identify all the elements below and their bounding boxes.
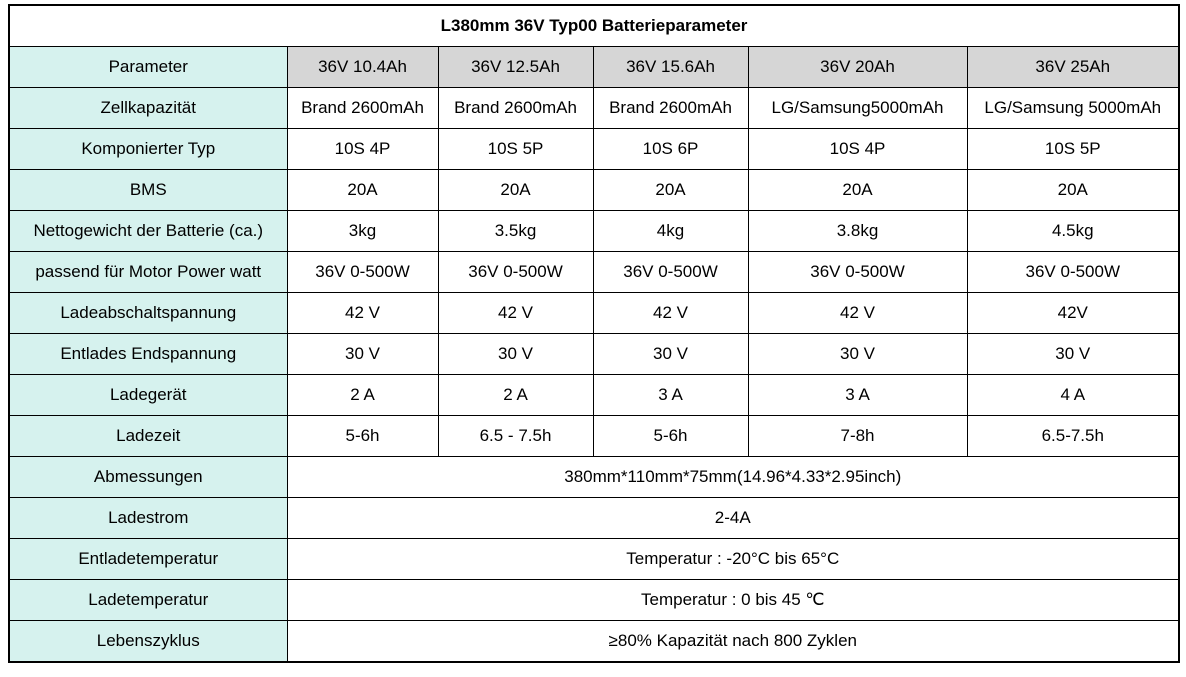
value-cell: 10S 5P [437,128,594,170]
value-cell: 4kg [592,210,749,252]
row-label-cell: BMS [8,169,288,211]
value-cell: 30 V [966,333,1180,375]
table-row-merged: Lebenszyklus ≥80% Kapazität nach 800 Zykl… [8,620,1180,663]
table-row-merged: Abmessungen 380mm*110mm*75mm(14.96*4.33*2… [8,456,1180,498]
row-label-cell: Abmessungen [8,456,288,498]
value-cell: 36V 0-500W [286,251,439,293]
row-label-cell: Entladetemperatur [8,538,288,580]
value-cell: 4.5kg [966,210,1180,252]
row-label-cell: Ladeabschaltspannung [8,292,288,334]
value-cell: 6.5-7.5h [966,415,1180,457]
merged-value-cell: ≥80% Kapazität nach 800 Zyklen [286,620,1180,663]
value-cell: 30 V [437,333,594,375]
value-cell: 3kg [286,210,439,252]
table-row-merged: Ladestrom 2-4A [8,497,1180,539]
row-label-cell: Nettogewicht der Batterie (ca.) [8,210,288,252]
value-cell: 10S 4P [747,128,968,170]
value-cell: 2 A [286,374,439,416]
table-row-merged: Ladetemperatur Temperatur : 0 bis 45 ℃ [8,579,1180,621]
value-cell: 30 V [747,333,968,375]
header-cell: 36V 15.6Ah [592,46,749,88]
row-label-cell: Ladezeit [8,415,288,457]
battery-spec-sheet: L380mm 36V Typ00 Batterieparameter Param… [8,4,1181,663]
value-cell: 42V [966,292,1180,334]
merged-value-cell: 380mm*110mm*75mm(14.96*4.33*2.95inch) [286,456,1180,498]
value-cell: 3 A [747,374,968,416]
value-cell: LG/Samsung5000mAh [747,87,968,129]
value-cell: 30 V [592,333,749,375]
value-cell: 36V 0-500W [966,251,1180,293]
value-cell: 20A [747,169,968,211]
value-cell: 3.8kg [747,210,968,252]
value-cell: 2 A [437,374,594,416]
value-cell: 20A [592,169,749,211]
value-cell: Brand 2600mAh [592,87,749,129]
value-cell: 10S 4P [286,128,439,170]
merged-value-cell: Temperatur : 0 bis 45 ℃ [286,579,1180,621]
value-cell: 36V 0-500W [592,251,749,293]
header-cell: 36V 25Ah [966,46,1180,88]
table-row: passend für Motor Power watt 36V 0-500W 36… [8,251,1180,293]
row-label-cell: Zellkapazität [8,87,288,129]
header-cell: 36V 12.5Ah [437,46,594,88]
table-row: Komponierter Typ 10S 4P 10S 5P 10S 6P 10S 4P… [8,128,1180,170]
row-label-cell: passend für Motor Power watt [8,251,288,293]
value-cell: 6.5 - 7.5h [437,415,594,457]
header-cell-parameter: Parameter [8,46,288,88]
page-title: L380mm 36V Typ00 Batterieparameter [8,4,1180,47]
row-label-cell: Ladegerät [8,374,288,416]
header-row: Parameter 36V 10.4Ah 36V 12.5Ah 36V 15.6Ah 3… [8,46,1180,88]
value-cell: 3.5kg [437,210,594,252]
merged-value-cell: 2-4A [286,497,1180,539]
table-body: L380mm 36V Typ00 Batterieparameter Param… [8,4,1180,663]
value-cell: 42 V [747,292,968,334]
value-cell: 20A [966,169,1180,211]
table-row: Ladezeit 5-6h 6.5 - 7.5h 5-6h 7-8h 6.5-7.5h [8,415,1180,457]
value-cell: 5-6h [286,415,439,457]
battery-parameter-table: L380mm 36V Typ00 Batterieparameter Param… [8,4,1181,663]
row-label-cell: Lebenszyklus [8,620,288,663]
value-cell: 42 V [437,292,594,334]
value-cell: Brand 2600mAh [437,87,594,129]
value-cell: 30 V [286,333,439,375]
value-cell: 42 V [286,292,439,334]
value-cell: 42 V [592,292,749,334]
value-cell: 10S 5P [966,128,1180,170]
row-label-cell: Entlades Endspannung [8,333,288,375]
value-cell: 36V 0-500W [437,251,594,293]
value-cell: LG/Samsung 5000mAh [966,87,1180,129]
value-cell: 3 A [592,374,749,416]
value-cell: 5-6h [592,415,749,457]
value-cell: 20A [437,169,594,211]
table-row: Entlades Endspannung 30 V 30 V 30 V 30 V 30 V [8,333,1180,375]
row-label-cell: Ladestrom [8,497,288,539]
row-label-cell: Komponierter Typ [8,128,288,170]
title-row: L380mm 36V Typ00 Batterieparameter [8,4,1180,47]
table-row-merged: Entladetemperatur Temperatur : -20°C bis … [8,538,1180,580]
table-row: Ladeabschaltspannung 42 V 42 V 42 V 42 V 42V [8,292,1180,334]
value-cell: 20A [286,169,439,211]
table-row: BMS 20A 20A 20A 20A 20A [8,169,1180,211]
value-cell: 7-8h [747,415,968,457]
value-cell: 4 A [966,374,1180,416]
table-row: Nettogewicht der Batterie (ca.) 3kg 3.5kg 4… [8,210,1180,252]
value-cell: 36V 0-500W [747,251,968,293]
header-cell: 36V 10.4Ah [286,46,439,88]
merged-value-cell: Temperatur : -20°C bis 65°C [286,538,1180,580]
table-row: Zellkapazität Brand 2600mAh Brand 2600mAh B… [8,87,1180,129]
value-cell: 10S 6P [592,128,749,170]
value-cell: Brand 2600mAh [286,87,439,129]
row-label-cell: Ladetemperatur [8,579,288,621]
header-cell: 36V 20Ah [747,46,968,88]
